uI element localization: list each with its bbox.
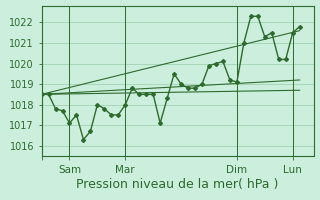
X-axis label: Pression niveau de la mer( hPa ): Pression niveau de la mer( hPa )	[76, 178, 279, 191]
